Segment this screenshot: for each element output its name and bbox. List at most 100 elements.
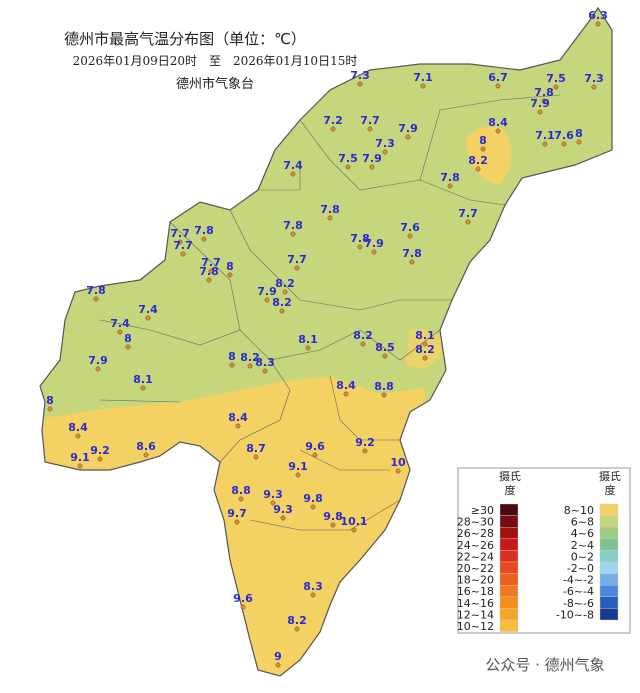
legend-swatch bbox=[599, 515, 619, 528]
station-dot bbox=[343, 391, 349, 397]
station-dot bbox=[405, 134, 411, 140]
legend-swatch bbox=[499, 596, 519, 609]
legend-unit: 摄氏 bbox=[499, 469, 521, 483]
legend-swatch bbox=[599, 585, 619, 598]
station-value: 7.3 bbox=[375, 137, 395, 150]
station-value: 7.7 bbox=[458, 207, 478, 220]
station-value: 8.2 bbox=[468, 154, 488, 167]
station-value: 7.9 bbox=[530, 97, 550, 110]
station-dot bbox=[351, 527, 357, 533]
legend-label: 22~24 bbox=[457, 550, 494, 563]
station-value: 7.7 bbox=[201, 256, 221, 269]
station-value: 8 bbox=[228, 350, 236, 363]
legend-label: 4~6 bbox=[571, 527, 594, 540]
legend-swatch bbox=[499, 619, 519, 632]
station-value: 7.4 bbox=[110, 317, 130, 330]
station-dot bbox=[407, 233, 413, 239]
station-dot bbox=[367, 126, 373, 132]
station-value: 8.4 bbox=[336, 379, 356, 392]
station-dot bbox=[561, 141, 567, 147]
station-dot bbox=[282, 289, 288, 295]
station-value: 7.7 bbox=[170, 227, 190, 240]
station-dot bbox=[275, 662, 281, 668]
title: 德州市最高气温分布图（单位：℃） bbox=[64, 30, 306, 48]
station-value: 7.8 bbox=[402, 247, 422, 260]
station-value: 8.3 bbox=[255, 356, 275, 369]
legend-label: -8~-6 bbox=[563, 597, 594, 610]
legend-swatch bbox=[599, 527, 619, 540]
station-value: 10.1 bbox=[340, 515, 367, 528]
station-value: 7.7 bbox=[173, 239, 193, 252]
station-value: 8 bbox=[226, 260, 234, 273]
legend-swatch bbox=[599, 573, 619, 586]
station-dot bbox=[542, 141, 548, 147]
legend-label: 0~2 bbox=[571, 550, 594, 563]
station-value: 8.1 bbox=[415, 329, 435, 342]
station-value: 8.2 bbox=[353, 329, 373, 342]
station-value: 8.4 bbox=[68, 421, 88, 434]
legend-swatch bbox=[499, 608, 519, 621]
station-dot bbox=[537, 109, 543, 115]
station-dot bbox=[77, 463, 83, 469]
station-dot bbox=[208, 268, 214, 274]
station-value: 8.2 bbox=[272, 296, 292, 309]
legend-label: 14~16 bbox=[457, 597, 494, 610]
county-borders bbox=[99, 94, 561, 531]
station-dot bbox=[229, 362, 235, 368]
station-value: 9.6 bbox=[233, 592, 253, 605]
issuer: 德州市气象台 bbox=[176, 76, 254, 92]
station-value: 7.9 bbox=[362, 152, 382, 165]
station-value: 9.6 bbox=[305, 440, 325, 453]
period: 2026年01月09日20时 至 2026年01月10日15时 bbox=[73, 54, 358, 68]
station-dot bbox=[145, 315, 151, 321]
station-value: 8.8 bbox=[374, 380, 394, 393]
legend-swatch bbox=[499, 585, 519, 598]
station-value: 9.8 bbox=[303, 492, 323, 505]
station-value: 8.2 bbox=[275, 277, 295, 290]
station-value: 7.2 bbox=[323, 114, 343, 127]
legend-swatch bbox=[599, 561, 619, 574]
station-value: 9.3 bbox=[263, 488, 283, 501]
station-value: 7.7 bbox=[287, 253, 307, 266]
station-dot bbox=[227, 272, 233, 278]
station-dot bbox=[382, 149, 388, 155]
legend-swatch bbox=[599, 550, 619, 563]
station-value: 7.3 bbox=[350, 69, 370, 82]
legend-label: -10~-8 bbox=[556, 608, 594, 621]
legend-label: 16~18 bbox=[457, 585, 494, 598]
station-dot bbox=[480, 146, 486, 152]
station-dot bbox=[143, 452, 149, 458]
station-dot bbox=[247, 363, 253, 369]
station-value: 8.4 bbox=[488, 116, 508, 129]
station-dot bbox=[310, 504, 316, 510]
station-dot bbox=[295, 472, 301, 478]
station-value: 7.6 bbox=[400, 221, 420, 234]
station-value: 7.4 bbox=[283, 159, 303, 172]
station-value: 8.4 bbox=[228, 411, 248, 424]
station-dot bbox=[495, 128, 501, 134]
station-value: 9.2 bbox=[355, 436, 375, 449]
station-dot bbox=[371, 249, 377, 255]
station-value: 8 bbox=[575, 127, 583, 140]
station-value: 7.8 bbox=[283, 219, 303, 232]
station-dot bbox=[409, 259, 415, 265]
legend-swatch bbox=[499, 527, 519, 540]
legend-label: -4~-2 bbox=[563, 574, 594, 587]
legend-label: ≥30 bbox=[471, 504, 494, 517]
station-value: 8 bbox=[46, 394, 54, 407]
station-dot bbox=[595, 21, 601, 27]
station-dot bbox=[420, 83, 426, 89]
station-value: 7.9 bbox=[364, 237, 384, 250]
station-value: 8.8 bbox=[231, 484, 251, 497]
station-value: 7.6 bbox=[554, 129, 574, 142]
station-value: 8.1 bbox=[133, 373, 153, 386]
station-dot bbox=[495, 83, 501, 89]
station-dot bbox=[279, 308, 285, 314]
station-value: 8.2 bbox=[240, 351, 260, 364]
station-value: 7.8 bbox=[320, 203, 340, 216]
station-dot bbox=[541, 98, 547, 104]
station-value: 8.3 bbox=[303, 580, 323, 593]
station-value: 8.6 bbox=[136, 440, 156, 453]
station-dot bbox=[305, 345, 311, 351]
